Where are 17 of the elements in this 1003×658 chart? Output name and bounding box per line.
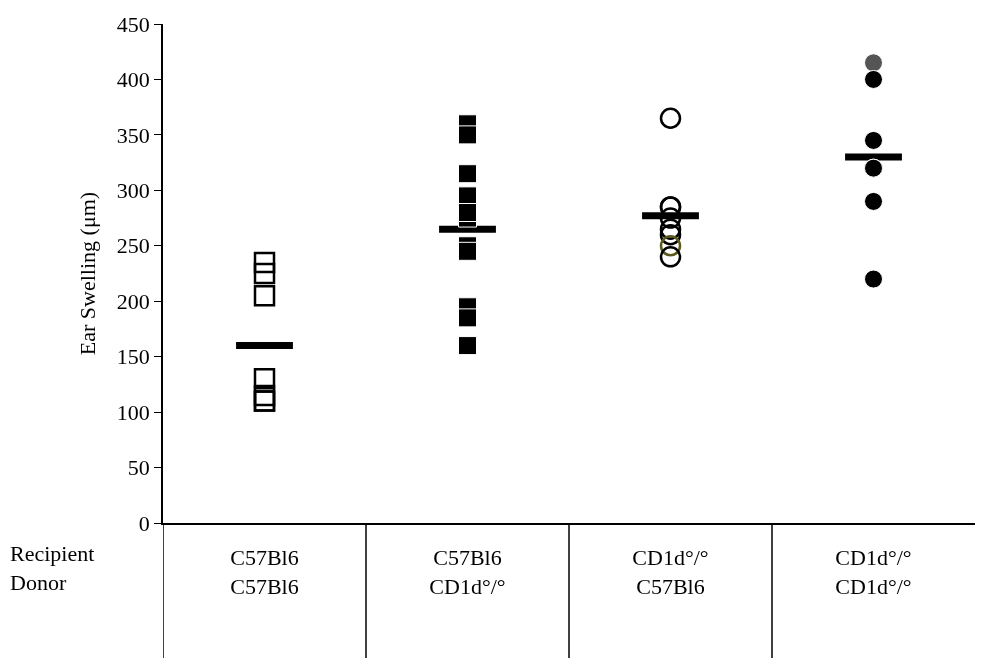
y-tick-label: 400 bbox=[116, 67, 150, 93]
y-tick-label: 450 bbox=[116, 11, 150, 37]
y-tick-label: 300 bbox=[116, 178, 150, 204]
y-tick-label: 100 bbox=[116, 399, 150, 425]
text: Recipient bbox=[10, 541, 95, 566]
x-tick-label: CD1d°/° CD1d°/° bbox=[835, 545, 912, 599]
x-tick-label: C57Bl6 CD1d°/° bbox=[429, 545, 506, 599]
x-tick-label: C57Bl6 C57Bl6 bbox=[230, 545, 299, 599]
y-axis-title: Ear Swelling (μm) bbox=[75, 191, 101, 356]
x-tick-label: CD1d°/° C57Bl6 bbox=[632, 545, 709, 599]
y-tick-label: 350 bbox=[116, 122, 150, 148]
y-tick-label: 200 bbox=[116, 288, 150, 314]
y-tick-label: 0 bbox=[138, 510, 150, 536]
text: Donor bbox=[10, 570, 67, 595]
y-tick-label: 250 bbox=[116, 233, 150, 259]
y-tick-label: 50 bbox=[127, 455, 150, 481]
y-tick-label: 150 bbox=[116, 344, 150, 370]
